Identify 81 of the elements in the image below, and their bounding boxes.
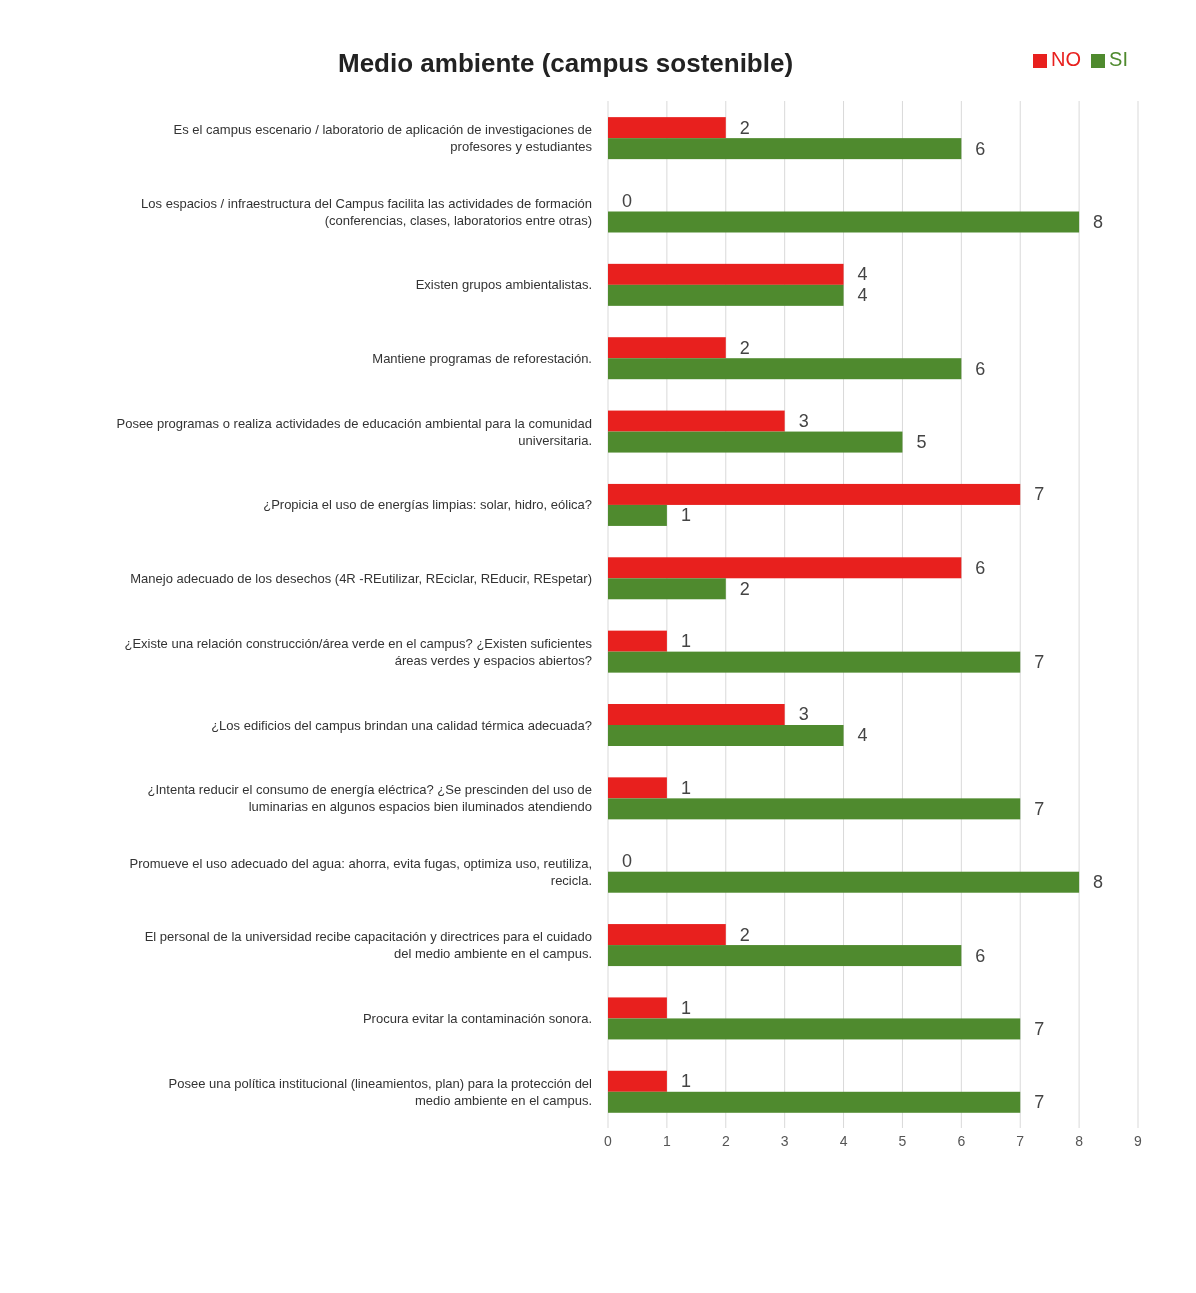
- y-tick-label: ¿Existe una relación construcción/área verde en el campus? ¿Existen suficientes áreas verdes y espacios abiertos?: [124, 635, 593, 668]
- bar: [608, 704, 785, 725]
- bar: [608, 358, 962, 380]
- data-label: 7: [1034, 1092, 1045, 1113]
- y-tick-label: Promueve el uso adecuado del agua: ahorra, evita fugas, optimiza uso, reutiliza, recicla.: [129, 855, 592, 888]
- data-label: 6: [975, 557, 986, 578]
- data-label: 1: [680, 631, 691, 652]
- y-tick-label: Existen grupos ambientalistas.: [415, 276, 592, 292]
- data-label: 2: [739, 578, 750, 599]
- data-label: 8: [1093, 872, 1104, 893]
- bar: [608, 1070, 667, 1092]
- x-tick-label: 0: [604, 1132, 613, 1149]
- y-tick-label: Posee programas o realiza actividades de educación ambiental para la comunidad universitaria.: [116, 415, 592, 448]
- data-label: 0: [622, 851, 633, 872]
- bar: [608, 1091, 1021, 1113]
- data-label: 5: [916, 432, 927, 453]
- bar: [608, 578, 726, 600]
- data-label: 1: [680, 1071, 691, 1092]
- y-tick-label: El personal de la universidad recibe capacitación y directrices para el cuidado del medio ambiente en el campus.: [144, 928, 592, 961]
- data-label: 3: [798, 411, 809, 432]
- y-tick-label: Posee una política institucional (lineamientos, plan) para la protección del medio ambiente en el campus.: [168, 1075, 593, 1108]
- legend-label: SI: [1109, 48, 1128, 70]
- bar: [608, 871, 1080, 893]
- bar: [608, 557, 962, 579]
- data-label: 3: [798, 704, 809, 725]
- data-label: 2: [739, 337, 750, 358]
- data-label: 2: [739, 924, 750, 945]
- bar: [608, 924, 726, 946]
- data-label: 0: [622, 191, 633, 211]
- data-label: 6: [975, 138, 986, 159]
- x-tick-label: 7: [1016, 1132, 1025, 1149]
- x-tick-label: 9: [1134, 1132, 1143, 1149]
- bar: [608, 1018, 1021, 1040]
- y-tick-label: ¿Propicia el uso de energías limpias: solar, hidro, eólica?: [263, 496, 592, 512]
- data-label: 4: [857, 285, 868, 306]
- data-label: 6: [975, 358, 986, 379]
- bar: [608, 117, 726, 139]
- x-tick-label: 2: [721, 1132, 730, 1149]
- bar: [608, 725, 844, 746]
- x-tick-label: 5: [898, 1132, 907, 1149]
- data-label: 1: [680, 505, 691, 526]
- data-label: 1: [680, 997, 691, 1018]
- bar: [608, 945, 962, 967]
- x-tick-label: 3: [780, 1132, 789, 1149]
- y-tick-label: Mantiene programas de reforestación.: [372, 350, 592, 366]
- bar: [608, 138, 962, 160]
- bar: [608, 284, 844, 306]
- data-label: 7: [1034, 484, 1045, 505]
- legend-label: NO: [1051, 48, 1082, 70]
- bar: [608, 431, 903, 453]
- x-tick-label: 8: [1075, 1132, 1084, 1149]
- data-label: 1: [680, 777, 691, 798]
- data-label: 7: [1034, 1018, 1045, 1039]
- y-tick-label: ¿Los edificios del campus brindan una calidad térmica adecuada?: [211, 717, 592, 733]
- bar: [608, 997, 667, 1019]
- bar: [608, 263, 844, 285]
- y-tick-label: ¿Intenta reducir el consumo de energía eléctrica? ¿Se prescinden del uso de luminarias en algunos espacios bien iluminados atendiendo: [147, 781, 592, 814]
- bar: [608, 337, 726, 359]
- bar: [608, 798, 1021, 820]
- data-label: 4: [857, 264, 868, 285]
- y-tick-label: Es el campus escenario / laboratorio de aplicación de investigaciones de profesores y estudiantes: [173, 121, 593, 154]
- bar: [608, 651, 1021, 673]
- x-tick-label: 4: [839, 1132, 848, 1149]
- chart-title: Medio ambiente (campus sostenible): [338, 48, 794, 79]
- data-label: 4: [857, 725, 868, 746]
- y-tick-label: Los espacios / infraestructura del Campus facilita las actividades de formación (conferencias, clases, laboratorios entre otras): [141, 195, 592, 228]
- bar: [608, 483, 1021, 505]
- y-tick-label: Manejo adecuado de los desechos (4R -REutilizar, REciclar, REducir, REspetar): [130, 570, 592, 586]
- data-label: 7: [1034, 798, 1045, 819]
- data-label: 6: [975, 945, 986, 966]
- y-tick-label: Procura evitar la contaminación sonora.: [362, 1010, 592, 1026]
- data-label: 2: [739, 117, 750, 138]
- x-tick-label: 1: [662, 1132, 671, 1149]
- bar: [608, 630, 667, 652]
- data-label: 8: [1093, 212, 1104, 232]
- x-tick-label: 6: [957, 1132, 966, 1149]
- bar: [608, 777, 667, 799]
- bar: [608, 211, 1080, 233]
- data-label: 7: [1034, 652, 1045, 673]
- bar: [608, 504, 667, 526]
- bar: [608, 410, 785, 432]
